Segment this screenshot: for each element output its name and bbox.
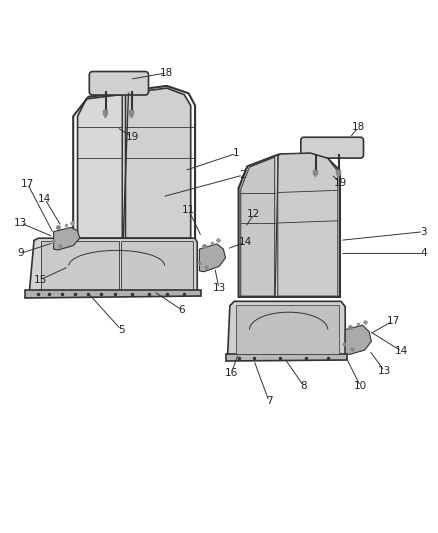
- Text: 1: 1: [233, 148, 240, 158]
- Text: 14: 14: [38, 194, 52, 204]
- Text: 9: 9: [17, 248, 24, 259]
- Text: 19: 19: [333, 177, 346, 188]
- FancyBboxPatch shape: [301, 137, 364, 158]
- Text: 13: 13: [378, 366, 391, 376]
- Polygon shape: [199, 244, 226, 272]
- Text: 17: 17: [21, 179, 34, 189]
- Text: 13: 13: [212, 283, 226, 293]
- Text: 11: 11: [182, 205, 195, 215]
- Text: 7: 7: [266, 397, 272, 407]
- Polygon shape: [53, 228, 80, 250]
- Polygon shape: [125, 88, 191, 238]
- Text: 18: 18: [352, 122, 365, 132]
- Text: 3: 3: [420, 227, 427, 237]
- Text: 14: 14: [395, 346, 408, 357]
- Polygon shape: [239, 154, 340, 297]
- Text: 18: 18: [160, 68, 173, 78]
- Polygon shape: [237, 305, 339, 354]
- Polygon shape: [345, 325, 371, 354]
- FancyBboxPatch shape: [89, 71, 148, 95]
- Polygon shape: [30, 238, 197, 293]
- Polygon shape: [241, 157, 275, 296]
- Polygon shape: [78, 94, 122, 238]
- Text: 17: 17: [386, 316, 400, 326]
- Text: 5: 5: [118, 325, 124, 335]
- Text: 19: 19: [125, 132, 138, 142]
- Text: 8: 8: [300, 381, 307, 391]
- Text: 4: 4: [420, 248, 427, 259]
- Polygon shape: [25, 290, 201, 298]
- Polygon shape: [41, 241, 119, 290]
- Text: 10: 10: [354, 381, 367, 391]
- Text: 13: 13: [14, 218, 27, 228]
- Text: 16: 16: [225, 368, 238, 378]
- Text: 2: 2: [240, 170, 246, 180]
- Polygon shape: [226, 353, 347, 361]
- Text: 6: 6: [179, 305, 185, 315]
- Text: 12: 12: [247, 209, 261, 219]
- Text: 15: 15: [34, 274, 47, 285]
- Text: 14: 14: [238, 237, 252, 247]
- Polygon shape: [228, 301, 345, 356]
- Polygon shape: [278, 154, 338, 296]
- Polygon shape: [121, 241, 193, 290]
